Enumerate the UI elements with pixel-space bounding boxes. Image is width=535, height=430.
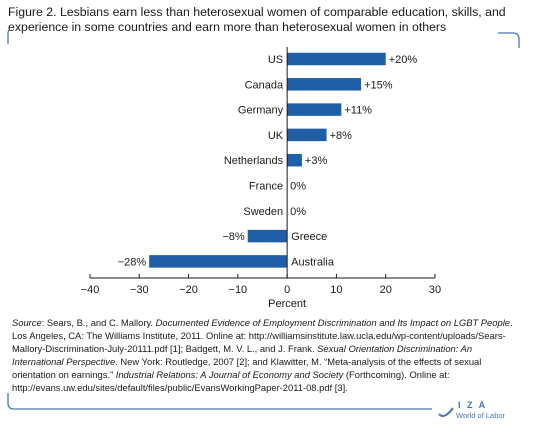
source-note: Source: Sears, B., and C. Mallory. Docum… xyxy=(12,316,518,395)
iza-logo-tagline: World of Labor xyxy=(456,411,506,420)
x-tick-label: −10 xyxy=(229,284,248,296)
source-text-b: . Los Angeles, CA: The Williams Institut… xyxy=(12,317,513,355)
x-axis-label: Percent xyxy=(268,298,306,310)
category-label: Greece xyxy=(291,231,327,243)
x-tick-label: 0 xyxy=(284,284,290,296)
x-tick-label: −20 xyxy=(179,284,198,296)
category-label: Germany xyxy=(238,105,284,117)
data-label: +3% xyxy=(305,155,328,167)
source-text-c: . New York: Routledge, 2007 [2]; and Kla… xyxy=(12,356,482,381)
data-label: 0% xyxy=(290,206,306,218)
source-text-a: : Sears, B., and C. Mallory. xyxy=(41,317,156,328)
bar-greece xyxy=(247,229,288,243)
x-tick-label: −30 xyxy=(130,284,149,296)
category-label: US xyxy=(268,54,283,66)
figure-title: Figure 2. Lesbians earn less than hetero… xyxy=(8,5,528,35)
iza-logo-name: I Z A xyxy=(458,400,488,410)
data-label: +11% xyxy=(344,105,372,117)
data-label: 0% xyxy=(290,181,306,193)
category-label: Netherlands xyxy=(224,155,284,167)
data-label: +15% xyxy=(364,79,393,91)
data-label: +20% xyxy=(389,54,418,66)
x-tick-label: −40 xyxy=(81,284,100,296)
source-title-c: Industrial Relations: A Journal of Econo… xyxy=(115,369,344,381)
bar-us xyxy=(287,52,386,66)
x-tick-label: 10 xyxy=(330,284,342,296)
figure-title-line-2: experience in some countries and earn mo… xyxy=(8,20,447,34)
bar-uk xyxy=(287,128,327,142)
category-label: Sweden xyxy=(243,206,283,218)
figure-title-line-1: Figure 2. Lesbians earn less than hetero… xyxy=(8,5,506,19)
bar-canada xyxy=(287,78,362,91)
category-label: UK xyxy=(268,130,284,142)
source-title-a: Documented Evidence of Employment Discri… xyxy=(155,317,510,328)
source-title-b: Sexual Orientation Discrimination: An In… xyxy=(12,343,473,368)
data-label: −8% xyxy=(222,231,245,243)
category-label: Australia xyxy=(291,256,335,268)
iza-logo-swoosh-icon xyxy=(438,407,454,417)
x-tick-label: 30 xyxy=(429,284,441,296)
bar-netherlands xyxy=(287,153,302,167)
bar-australia xyxy=(149,255,288,268)
data-label: −28% xyxy=(118,256,147,268)
bar-germany xyxy=(287,103,342,116)
x-tick-label: 20 xyxy=(380,284,392,296)
x-axis-ticks: −40 −30 −20 −10 0 10 20 30 xyxy=(81,274,441,296)
category-label: Canada xyxy=(245,79,284,91)
chart-marks: US +20% Canada +15% Germany +11% UK +8% Netherla… xyxy=(118,52,418,268)
source-label: Source xyxy=(12,317,42,328)
bar-chart: US +20% Canada +15% Germany +11% UK +8% Netherla… xyxy=(81,47,441,310)
data-label: +8% xyxy=(330,130,353,142)
source-text-d: (Forthcoming). Online at: http://evans.u… xyxy=(12,369,450,394)
category-label: France xyxy=(249,181,283,193)
iza-logo: I Z A World of Labor xyxy=(437,400,527,426)
